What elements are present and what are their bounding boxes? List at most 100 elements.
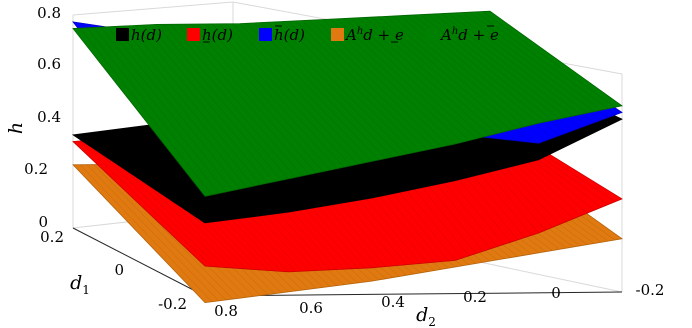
surface-affine-over-mesh-line (281, 21, 414, 153)
surface-affine-over-mesh-line (274, 21, 407, 155)
surface-affine-over-mesh-line (135, 25, 268, 184)
d1-axis-line (72, 227, 206, 297)
surface-affine-over-mesh-line (253, 22, 386, 159)
surface-affine-over-mesh-line (204, 23, 338, 169)
d1-axis-label-main: d (70, 272, 82, 294)
surface-affine-over-mesh-line (336, 18, 470, 141)
surface-affine-over-mesh-line (190, 23, 324, 172)
surface-affine-over-mesh-line (114, 26, 247, 188)
surface-affine-over-mesh-line (225, 23, 359, 165)
ticks: 0 0.2 0.4 0.6 0.8 0.2 0 -0.2 0.8 0.6 0.4… (24, 4, 664, 320)
d2-axis-label: d2 (416, 304, 436, 328)
legend-swatch-affine-under (331, 28, 344, 41)
surface-affine-over-mesh-line (197, 23, 331, 171)
legend-item-affine-over: Ahd + e (426, 25, 499, 44)
surface-affine-over-mesh-line (482, 11, 616, 108)
surface-affine-over-mesh-line (177, 24, 310, 175)
surface-affine-over-mesh-line (420, 14, 553, 121)
d2-tick-0: 0 (551, 284, 561, 302)
surface-affine-under-mesh-line (86, 164, 220, 302)
surface-affine-over-mesh-line (378, 16, 511, 131)
legend-item-h: h(d) (116, 26, 162, 44)
d2-tick-neg02: -0.2 (636, 281, 665, 299)
surface-affine-over-mesh-line (121, 25, 254, 187)
surface-affine-over-mesh-line (441, 13, 574, 117)
surface-h-under-mesh-line (79, 140, 213, 267)
d1-tick-neg02: -0.2 (158, 295, 187, 313)
surface-affine-over-mesh-line (163, 24, 296, 178)
surface-affine-over-mesh-line (142, 24, 275, 182)
surface-affine-over-mesh-line (392, 15, 525, 127)
surface-affine-over-mesh-line (267, 22, 400, 156)
legend-swatch-h-over (259, 28, 272, 41)
surface-affine-over-mesh-line (86, 27, 220, 194)
surface-affine-over-mesh-line (302, 20, 435, 149)
surface-affine-over-mesh-line (350, 17, 484, 138)
surface-affine-over-mesh-line (260, 22, 393, 158)
axis-labels: h d1 d2 (5, 122, 436, 328)
surface-affine-over-mesh-line (232, 23, 366, 164)
d1-tick-0: 0 (114, 261, 124, 279)
legend-swatch-h-under (187, 28, 200, 41)
surface-affine-over (72, 10, 623, 197)
surface-affine-over-mesh-line (128, 25, 261, 185)
surface-affine-over-mesh-line (246, 23, 379, 161)
surface-affine-over-mesh-line (462, 12, 595, 112)
z-tick-06: 0.6 (37, 55, 61, 73)
d2-tick-04: 0.4 (381, 293, 405, 311)
surface-affine-over-mesh-line (107, 26, 240, 190)
d2-axis-label-sub: 2 (428, 315, 436, 328)
d1-tick-02: 0.2 (40, 228, 64, 246)
surface-affine-over-mesh-line (455, 12, 588, 114)
d2-axis-label-main: d (416, 304, 428, 326)
surface-affine-over-mesh-line (364, 17, 498, 134)
legend-label-h-under: h(d) (202, 26, 233, 44)
surface-affine-over-mesh-line (211, 23, 345, 168)
surface-affine-over-mesh-line (239, 23, 372, 162)
surface-affine-over-mesh-line (156, 24, 289, 179)
surface-affine-over-mesh-line (448, 13, 581, 115)
surface-affine-over-mesh-line (79, 28, 213, 195)
d2-tick-08: 0.8 (214, 302, 238, 320)
surface-affine-over-mesh-line (323, 19, 456, 145)
surface-affine-over-mesh-line (399, 15, 532, 126)
d2-axis-line (204, 291, 623, 297)
surface-affine-over-mesh-line (93, 27, 227, 193)
surface-affine-over-mesh-line (434, 13, 567, 118)
surface-affine-over-mesh-line (100, 26, 233, 191)
z-tick-04: 0.4 (37, 108, 61, 126)
surface-affine-over-mesh-line (469, 12, 602, 111)
z-tick-0: 0 (38, 213, 48, 231)
z-tick-02: 0.2 (24, 160, 48, 178)
surface-affine-under-mesh-line (79, 164, 213, 302)
legend-swatch-affine-over (426, 28, 439, 41)
surface-affine-over-mesh-line (475, 11, 609, 109)
d1-axis-label: d1 (70, 272, 90, 297)
legend-label-h: h(d) (131, 26, 162, 44)
back-wall-top (72, 1, 234, 16)
z-tick-08: 0.8 (37, 4, 61, 22)
surface-affine-under-mesh-line (93, 164, 227, 301)
d2-tick-02: 0.2 (463, 288, 487, 306)
surface-affine-over-mesh-line (149, 24, 282, 181)
surfaces (71, 10, 624, 304)
surface-affine-over-mesh-line (288, 21, 421, 152)
legend-swatch-h (116, 28, 129, 41)
legend-item-h-under: h(d) (187, 26, 233, 44)
legend-label-affine-under: Ahd + e (344, 26, 404, 44)
legend-item-affine-under: Ahd + e (331, 26, 404, 44)
z-axis-label: h (5, 122, 27, 134)
d2-tick-06: 0.6 (299, 299, 323, 317)
surface-affine-over-mesh-line (170, 24, 303, 177)
legend-label-h-over: h(d) (274, 26, 305, 44)
surface-affine-over-mesh-line (330, 18, 463, 143)
surface-affine-over-mesh-line (427, 14, 560, 120)
surface-affine-over-mesh-line (184, 23, 317, 174)
surface-affine-over-mesh-line (295, 20, 428, 150)
surface-affine-over-mesh-line (218, 23, 352, 166)
surface-h-under-mesh-line (86, 140, 220, 268)
surface-affine-over-mesh-line (343, 18, 477, 139)
surface-affine-over-mesh-line (371, 16, 505, 133)
legend: h(d) h(d) h(d) Ahd + e Ahd + e (116, 25, 499, 44)
